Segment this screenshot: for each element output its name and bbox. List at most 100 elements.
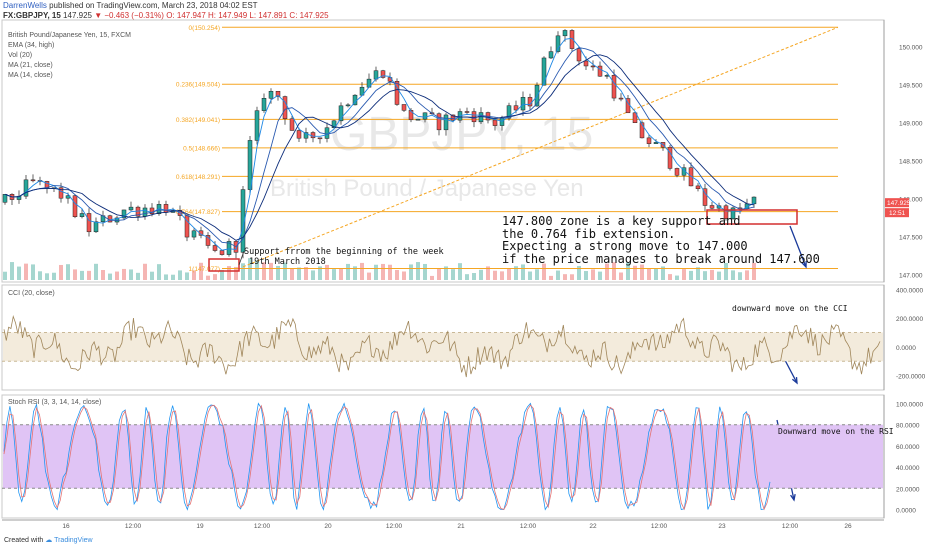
volume-bar	[563, 274, 567, 280]
volume-bar	[346, 263, 350, 280]
volume-bar	[381, 263, 385, 280]
note-line-2: the 0.764 fib extension.	[502, 226, 676, 241]
candle-body	[499, 117, 505, 126]
legend-item-ma21[interactable]: MA (21, close)	[8, 62, 53, 69]
volume-bar	[577, 266, 581, 280]
fib-label-4: 0.618(148.291)	[176, 174, 220, 181]
fib-label-0: 0(150.254)	[189, 25, 220, 32]
candle-body	[541, 57, 547, 86]
volume-bar	[45, 273, 49, 280]
volume-bar	[570, 274, 574, 280]
candle-body	[618, 97, 624, 100]
candle-body	[380, 70, 386, 78]
volume-bar	[605, 263, 609, 280]
volume-bar	[367, 272, 371, 280]
time-tick-3: 12:00	[254, 523, 271, 530]
volume-bar	[353, 266, 357, 280]
candle-body	[646, 137, 652, 144]
candle-body	[205, 235, 211, 246]
volume-bar	[94, 263, 98, 280]
candle-body	[611, 75, 617, 99]
volume-bar	[584, 271, 588, 280]
cci-note: downward move on the CCI	[732, 304, 848, 313]
price-tick-2: 149.000	[899, 121, 923, 128]
volume-bar	[542, 263, 546, 280]
volume-bar	[661, 266, 665, 280]
down-arrow-icon: ▼	[94, 11, 103, 20]
footer-brand[interactable]: TradingView	[54, 537, 93, 544]
volume-bar	[612, 262, 616, 280]
candle-body	[289, 118, 295, 131]
candle-body	[422, 112, 428, 120]
time-tick-11: 12:00	[782, 523, 799, 530]
volume-bar	[199, 262, 203, 280]
legend-title[interactable]: British Pound/Japanese Yen, 15, FXCM	[8, 32, 131, 39]
volume-bar	[479, 269, 483, 280]
legend-item-vol[interactable]: Vol (20)	[8, 52, 33, 59]
time-tick-8: 22	[589, 523, 597, 530]
volume-bar	[654, 268, 658, 280]
volume-bar	[731, 270, 735, 280]
candle-body	[338, 105, 344, 122]
candle-body	[681, 167, 687, 176]
volume-bar	[262, 262, 266, 280]
time-tick-6: 21	[457, 523, 465, 530]
volume-bar	[486, 266, 490, 280]
price-tick-5: 147.500	[899, 234, 923, 241]
cci-panel-label[interactable]: CCI (20, close)	[8, 290, 55, 297]
price-tick-0: 150.000	[899, 45, 923, 52]
cci-tick-2: 0.0000	[896, 345, 916, 352]
volume-bar	[535, 269, 539, 280]
candle-body	[751, 196, 757, 205]
volume-bar	[185, 272, 189, 280]
candle-body	[520, 97, 526, 111]
author-link[interactable]: DarrenWells	[3, 1, 47, 10]
candle-body	[464, 111, 470, 113]
candle-body	[86, 213, 92, 233]
volume-bar	[682, 269, 686, 280]
volume-bar	[3, 271, 7, 280]
ma-mid-line	[4, 47, 755, 248]
candle-body	[576, 48, 582, 62]
candle-body	[597, 65, 603, 77]
volume-bar	[206, 275, 210, 280]
candle-body	[240, 189, 246, 253]
volume-bar	[339, 268, 343, 280]
volume-bar	[374, 264, 378, 280]
volume-bar	[129, 269, 133, 280]
volume-bar	[220, 269, 224, 280]
candle-body	[149, 207, 155, 215]
last-price: 147.925	[63, 11, 92, 20]
support-pointer-line	[238, 250, 245, 266]
candle-body	[296, 130, 302, 139]
volume-bar	[710, 269, 714, 280]
candle-body	[632, 112, 638, 124]
indicator-legend: British Pound/Japanese Yen, 15, FXCM EMA…	[8, 31, 131, 81]
ema-line	[4, 54, 755, 241]
volume-bar	[745, 270, 749, 280]
watermark-name: British Pound / Japanese Yen	[270, 175, 584, 202]
candle-body	[72, 195, 78, 217]
volume-bar	[10, 262, 14, 280]
last-price-tag-text: 147.925	[887, 200, 911, 207]
volume-bar	[38, 271, 42, 280]
cci-tick-1: 200.0000	[896, 316, 923, 323]
volume-bar	[17, 266, 21, 280]
volume-bar	[738, 272, 742, 280]
legend-item-ema[interactable]: EMA (34, high)	[8, 42, 55, 49]
legend-item-ma14[interactable]: MA (14, close)	[8, 72, 53, 79]
price-arrow-shaft	[789, 225, 807, 268]
rsi-tick-2: 60.0000	[896, 444, 920, 451]
volume-bar	[143, 263, 147, 280]
time-tick-5: 12:00	[386, 523, 403, 530]
price-tick-3: 148.500	[899, 158, 923, 165]
rsi-panel-label[interactable]: Stoch RSI (3, 3, 14, 14, close)	[8, 399, 102, 406]
volume-bar	[101, 269, 105, 280]
candle-body	[275, 90, 281, 97]
volume-bar	[87, 270, 91, 280]
volume-bar	[248, 258, 252, 280]
volume-bar	[388, 264, 392, 280]
candle-body	[590, 65, 596, 68]
support-week-note: Support frrom the beginning of the week …	[244, 247, 444, 267]
